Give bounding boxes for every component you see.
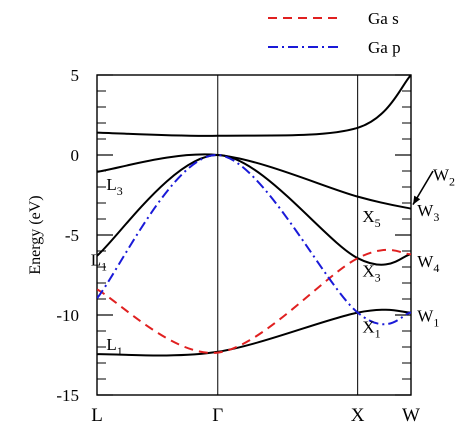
y-tick-label: -5 <box>65 226 79 245</box>
point-label: W3 <box>417 201 439 224</box>
high-symmetry-lines: L Γ X W <box>91 75 420 425</box>
point-label-sub: 1 <box>433 315 439 329</box>
point-label-main: W <box>417 306 434 325</box>
y-tick-label: -10 <box>56 306 79 325</box>
point-label: X5 <box>362 207 380 230</box>
point-label: L3 <box>106 175 122 198</box>
point-label-sub: 1 <box>375 327 381 341</box>
point-label-main: W <box>417 252 434 271</box>
point-label-sub: 3 <box>433 210 439 224</box>
y-tick-label: 5 <box>71 66 80 85</box>
point-label-main: L <box>91 250 101 269</box>
series-line-ga-p <box>97 153 411 326</box>
x-tick-label: L <box>91 405 103 425</box>
point-label: L1 <box>106 335 122 358</box>
point-label-sub: 2 <box>449 175 455 189</box>
band-line-3 <box>97 153 411 210</box>
series-line-ga-s <box>97 248 411 354</box>
point-label-main: W <box>417 201 434 220</box>
annotation-arrowhead <box>413 195 421 205</box>
band-line-2 <box>97 153 411 266</box>
plot-frame <box>96 74 412 396</box>
point-label-sub: 3 <box>375 271 381 285</box>
point-label-main: X <box>362 318 374 337</box>
y-tick-label: -15 <box>56 386 79 405</box>
point-label: X3 <box>362 262 380 285</box>
band-curves <box>97 75 411 357</box>
point-label: L1 <box>91 250 107 273</box>
point-label: W1 <box>417 306 439 329</box>
point-label-sub: 4 <box>433 261 439 275</box>
point-label-main: X <box>362 207 374 226</box>
point-label-main: L <box>106 175 116 194</box>
point-label-main: X <box>362 262 374 281</box>
y-axis-ticks: 5 0 -5 -10 -15 <box>56 66 411 405</box>
point-label: W4 <box>417 252 439 275</box>
legend-label: Ga s <box>368 9 399 28</box>
y-axis-label: Energy (eV) <box>27 195 44 274</box>
x-tick-label: X <box>351 405 365 425</box>
point-label-sub: 1 <box>117 344 123 358</box>
legend-label: Ga p <box>368 38 401 57</box>
point-label-main: L <box>106 335 116 354</box>
legend: Ga s Ga p <box>268 9 401 57</box>
point-label-sub: 1 <box>101 259 107 273</box>
x-tick-label: Γ <box>212 405 223 425</box>
y-tick-label: 0 <box>71 146 80 165</box>
band-line-4 <box>97 75 411 137</box>
point-label: W2 <box>433 166 455 189</box>
point-label: X1 <box>362 318 380 341</box>
projected-curves <box>97 153 411 354</box>
band-line-1 <box>97 308 411 357</box>
point-label-sub: 5 <box>375 216 381 230</box>
point-label-main: W <box>433 166 450 185</box>
point-label-sub: 3 <box>117 184 123 198</box>
x-tick-label: W <box>402 405 420 425</box>
